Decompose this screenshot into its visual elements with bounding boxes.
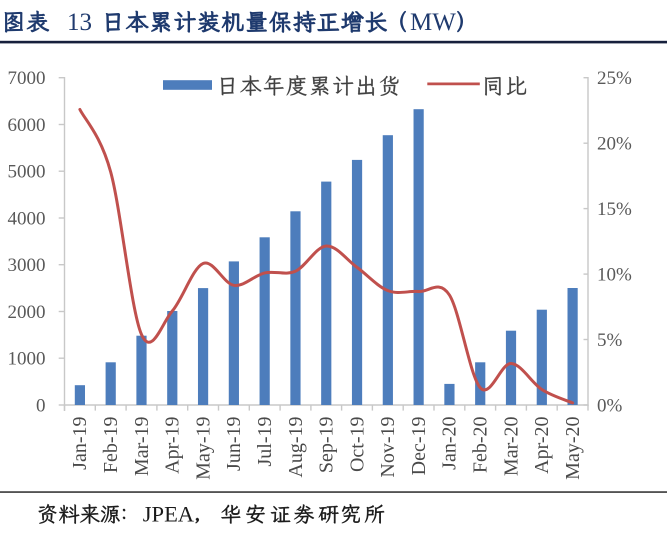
svg-text:4000: 4000 (8, 208, 46, 229)
svg-text:25%: 25% (597, 68, 632, 89)
svg-text:May-20: May-20 (562, 417, 584, 480)
svg-text:Mar-19: Mar-19 (131, 417, 153, 477)
svg-text:3000: 3000 (8, 255, 46, 276)
svg-text:20%: 20% (597, 134, 632, 155)
svg-text:1000: 1000 (8, 349, 46, 370)
svg-text:Sep-19: Sep-19 (316, 417, 338, 474)
svg-text:Mar-20: Mar-20 (500, 417, 522, 477)
svg-text:10%: 10% (597, 264, 632, 285)
svg-text:Jun-19: Jun-19 (223, 417, 245, 471)
svg-text:0%: 0% (597, 395, 623, 416)
svg-text:May-19: May-19 (192, 417, 214, 480)
svg-text:Nov-19: Nov-19 (377, 417, 399, 478)
svg-text:Jul-19: Jul-19 (254, 417, 276, 467)
svg-text:Apr-19: Apr-19 (162, 417, 184, 474)
svg-text:JPEA: JPEA (143, 502, 195, 527)
svg-text:15%: 15% (597, 199, 632, 220)
svg-text:13: 13 (67, 9, 92, 36)
svg-text:Jan-20: Jan-20 (439, 417, 461, 470)
svg-text:Jan-19: Jan-19 (69, 417, 91, 470)
svg-text:Feb-20: Feb-20 (470, 417, 492, 474)
svg-text:Feb-19: Feb-19 (100, 417, 122, 474)
svg-text:Dec-19: Dec-19 (408, 417, 430, 476)
svg-text:5000: 5000 (8, 162, 46, 183)
svg-text:6000: 6000 (8, 115, 46, 136)
svg-text:0: 0 (36, 395, 46, 416)
svg-text:7000: 7000 (8, 68, 46, 89)
svg-text:MW: MW (410, 9, 456, 36)
svg-text:5%: 5% (597, 330, 623, 351)
svg-text:Oct-19: Oct-19 (346, 417, 368, 473)
svg-text:Aug-19: Aug-19 (285, 417, 307, 478)
svg-text:2000: 2000 (8, 302, 46, 323)
svg-text:Apr-20: Apr-20 (531, 417, 553, 474)
